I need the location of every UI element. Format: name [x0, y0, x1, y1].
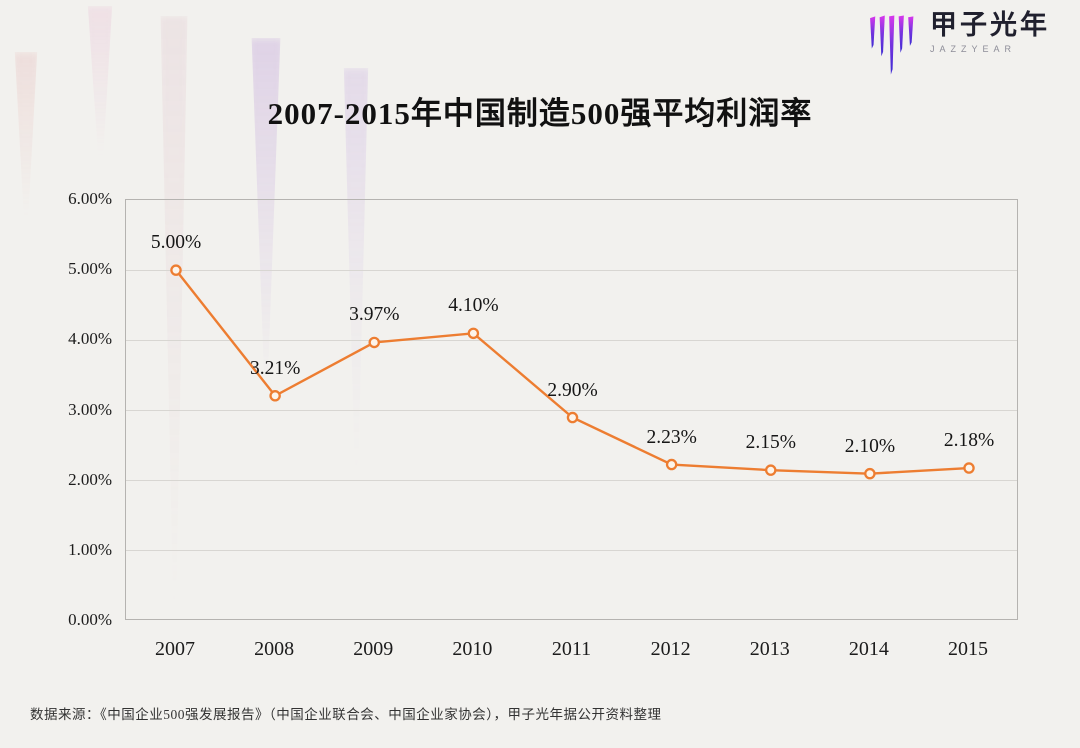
data-point-marker: [269, 390, 281, 402]
x-axis-tick-label: 2007: [155, 638, 195, 660]
data-point-label: 2.90%: [547, 379, 598, 401]
x-axis-tick-label: 2013: [749, 638, 790, 660]
gridline: [126, 480, 1017, 482]
x-axis-tick-label: 2015: [948, 638, 988, 660]
data-point-label: 5.00%: [150, 232, 202, 254]
chart-title: 2007-2015年中国制造500强平均利润率: [267, 96, 813, 131]
data-point-label: 2.15%: [745, 432, 796, 454]
jazzyear-strokes-icon: [870, 15, 914, 75]
y-axis-tick-label: 4.00%: [68, 329, 112, 349]
x-axis-tick-label: 2010: [452, 638, 493, 660]
data-point-label: 2.10%: [844, 435, 896, 457]
data-point-marker: [765, 464, 777, 476]
y-axis-tick-label: 1.00%: [68, 539, 112, 559]
plot-area: 5.00% 3.21% 3.97% 4.10% 2.90% 2.23% 2.15% 2.10%…: [125, 199, 1018, 620]
x-axis-tick-label: 2009: [353, 638, 394, 660]
gridline: [126, 410, 1017, 411]
data-point-marker: [566, 411, 579, 424]
y-axis-tick-label: 0.00%: [68, 610, 112, 629]
data-source-note: 数据来源：《中国企业500强发展报告》（中国企业联合会、中国企业家协会），甲子光…: [30, 707, 662, 722]
x-axis-tick-label: 2011: [551, 638, 592, 660]
data-point-label: 4.10%: [448, 295, 499, 317]
line-series: [170, 264, 975, 480]
data-point-marker: [665, 458, 678, 471]
x-axis-tick-label: 2014: [848, 638, 889, 660]
x-axis-tick-label: 2008: [254, 638, 295, 660]
y-axis-tick-label: 5.00%: [68, 259, 112, 279]
y-axis-tick-label: 3.00%: [68, 399, 112, 419]
jazzyear-logo: 甲子光年 JAZZYEAR: [864, 8, 1050, 80]
gridline: [126, 550, 1017, 552]
gridline: [126, 339, 1017, 341]
data-point-marker: [467, 327, 480, 340]
logo-name: 甲子光年: [930, 10, 1050, 40]
y-axis-tick-label: 6.00%: [68, 189, 112, 208]
data-point-label: 2.18%: [943, 430, 995, 452]
data-point-label: 3.21%: [249, 357, 301, 379]
data-point-marker: [864, 467, 876, 480]
data-point-label: 2.23%: [646, 426, 697, 448]
logo-subtitle: JAZZYEAR: [930, 44, 1017, 55]
data-point-marker: [170, 264, 182, 276]
data-point-label: 3.97%: [349, 304, 400, 326]
data-point-marker: [368, 336, 380, 349]
y-axis-tick-label: 2.00%: [68, 469, 112, 489]
data-point-marker: [963, 462, 975, 474]
gridline: [126, 269, 1017, 271]
x-axis-tick-label: 2012: [650, 638, 691, 660]
